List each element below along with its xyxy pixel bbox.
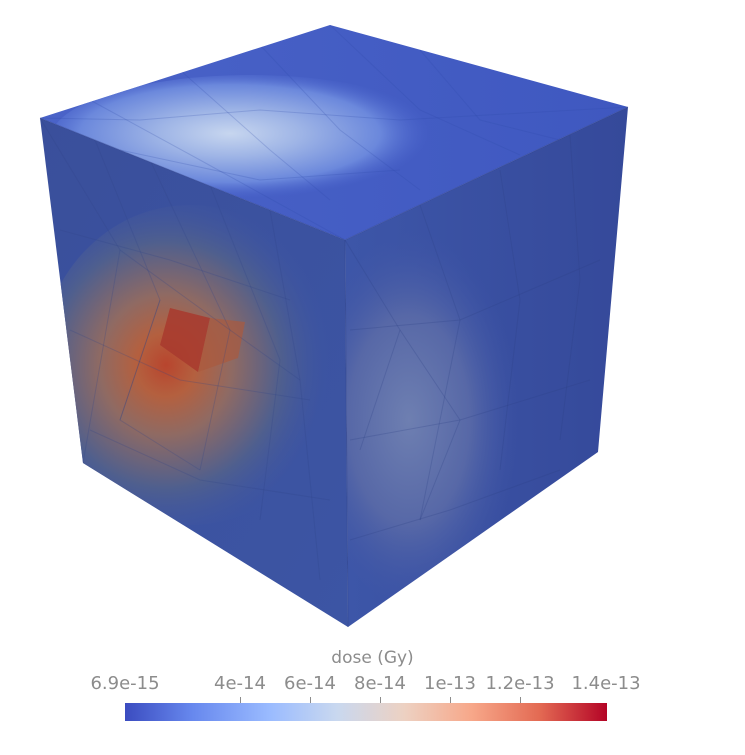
colorbar-tick-label: 4e-14 xyxy=(214,673,266,694)
colorbar-tick-label: 6e-14 xyxy=(284,673,336,694)
colorbar-tick-mark xyxy=(520,697,521,705)
colorbar-tick-mark xyxy=(450,697,451,705)
cube-right-face xyxy=(345,107,628,627)
colorbar-tick-label: 1.4e-13 xyxy=(571,673,641,694)
colorbar-tick-mark xyxy=(380,697,381,705)
cube-edges xyxy=(39,106,629,628)
colorbar-tick-mark xyxy=(240,697,241,705)
colorbar-tick-label: 8e-14 xyxy=(354,673,406,694)
colorbar-title: dose (Gy) xyxy=(331,648,414,668)
cube-left-face xyxy=(40,118,348,627)
colorbar-tick-label: 1.2e-13 xyxy=(485,673,555,694)
colorbar-tick-mark xyxy=(310,697,311,705)
colorbar-tick-label: 6.9e-15 xyxy=(90,673,160,694)
colorbar-gradient xyxy=(125,703,607,721)
colorbar-tick-label: 1e-13 xyxy=(424,673,476,694)
